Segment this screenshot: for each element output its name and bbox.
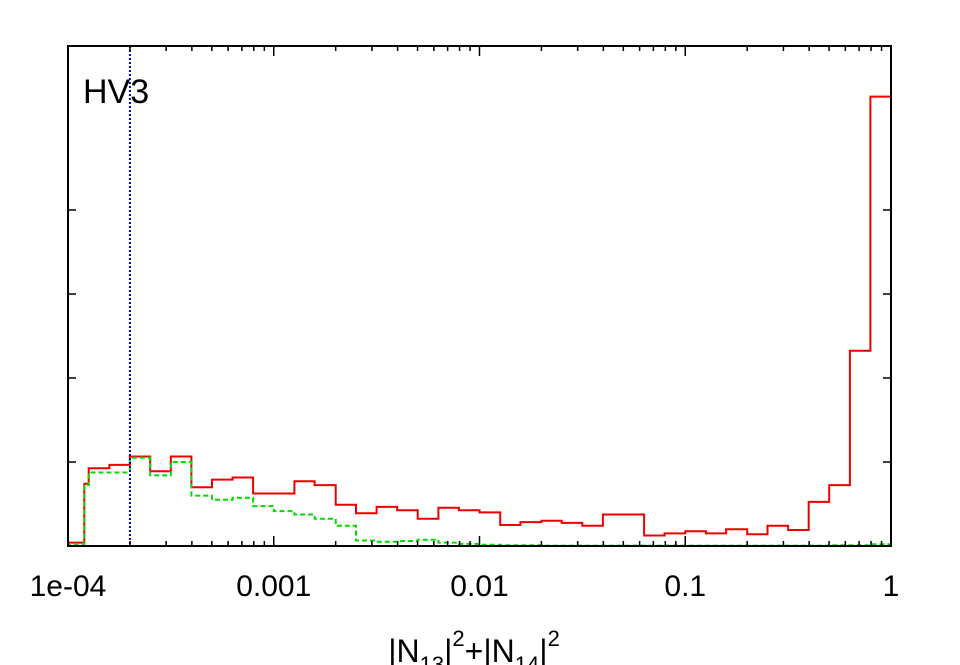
x-tick-label: 0.01 [450, 570, 508, 603]
label-layer: 1e-04 0.001 0.01 0.1 1 [30, 570, 900, 603]
x-axis-label-part: 13 [420, 652, 444, 665]
plot-layer [67, 46, 892, 547]
x-tick-label: 0.1 [664, 570, 706, 603]
x-tick-label: 1 [883, 570, 900, 603]
x-axis-label-part: | [444, 633, 452, 665]
x-tick-label: 0.001 [236, 570, 311, 603]
panel-label: HV3 [83, 73, 149, 111]
x-axis-label-part: 14 [515, 652, 539, 665]
x-axis-label-part: +|N [465, 633, 515, 665]
tick-layer [67, 46, 891, 546]
x-tick-label: 1e-04 [30, 570, 107, 603]
x-axis-label-part: 2 [452, 626, 464, 651]
x-axis-label-part: 2 [548, 626, 560, 651]
x-axis-label-part: | [539, 633, 547, 665]
series-line-0 [67, 95, 892, 546]
x-axis-label-part: |N [388, 633, 419, 665]
x-axis-label: |N13|2+|N14|2 [388, 626, 560, 665]
